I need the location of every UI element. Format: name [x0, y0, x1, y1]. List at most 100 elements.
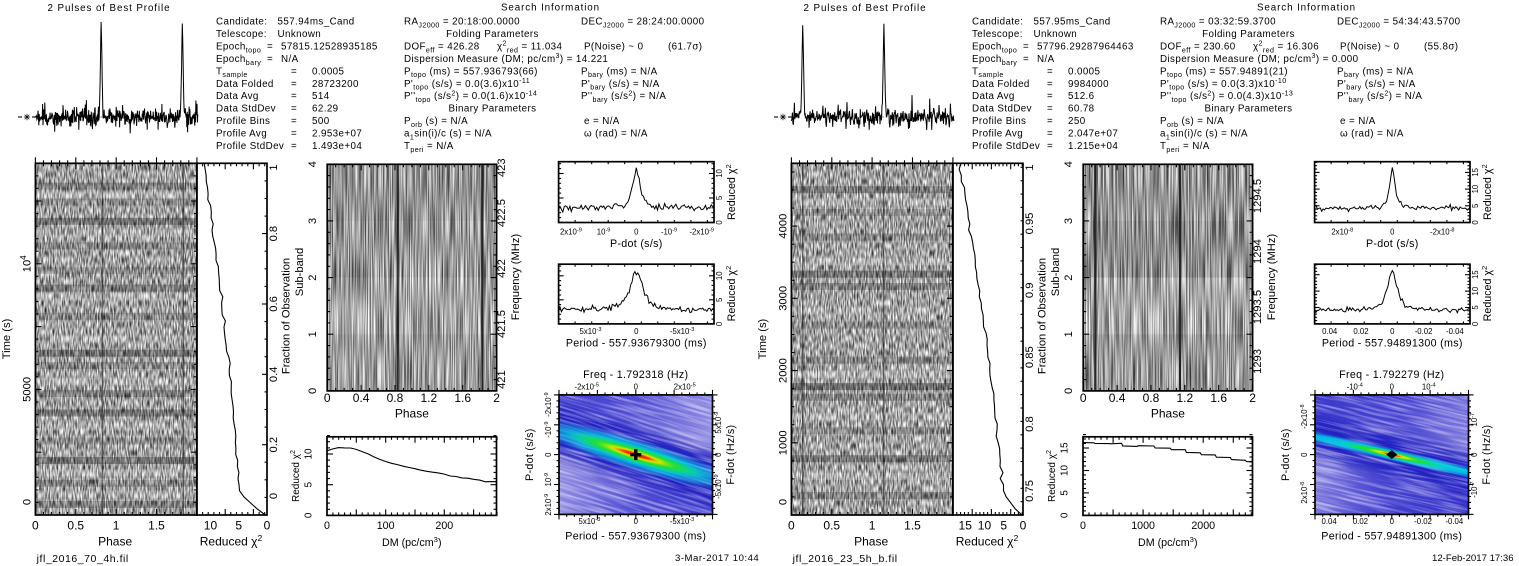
svg-text:104: 104 — [19, 255, 33, 272]
svg-text:P-dot (s/s): P-dot (s/s) — [524, 428, 536, 481]
svg-text:5x10-3: 5x10-3 — [578, 517, 600, 526]
svg-text:10: 10 — [978, 519, 992, 533]
svg-text:N/A: N/A — [1037, 54, 1055, 65]
svg-text:-2x10-9: -2x10-9 — [689, 228, 714, 237]
svg-text:Freq - 1.792318 (Hz): Freq - 1.792318 (Hz) — [583, 369, 688, 381]
svg-text:5: 5 — [304, 481, 315, 487]
svg-text:0: 0 — [1390, 228, 1395, 237]
svg-text:Frequency (MHz): Frequency (MHz) — [1266, 234, 1278, 321]
svg-text:0.04: 0.04 — [1322, 327, 1338, 336]
svg-text:=: = — [291, 91, 297, 102]
svg-text:Sub-band: Sub-band — [294, 248, 306, 297]
svg-text:2 Pulses of Best Profile: 2 Pulses of Best Profile — [804, 3, 927, 14]
svg-text:557.95ms_Cand: 557.95ms_Cand — [1034, 17, 1111, 28]
svg-text:0: 0 — [1080, 520, 1086, 532]
svg-text:0.8: 0.8 — [1024, 416, 1036, 432]
svg-text:57815.12528935185: 57815.12528935185 — [281, 41, 378, 52]
svg-text:0: 0 — [634, 383, 639, 392]
svg-text:2x10-5: 2x10-5 — [674, 383, 696, 392]
svg-text:0: 0 — [544, 452, 553, 457]
svg-text:0.8: 0.8 — [1143, 391, 1160, 405]
svg-text:Epochtopo: Epochtopo — [216, 41, 261, 54]
svg-text:Profile Avg: Profile Avg — [216, 129, 267, 140]
svg-text:0: 0 — [32, 519, 39, 533]
svg-text:557.94ms_Cand: 557.94ms_Cand — [278, 17, 355, 28]
svg-text:3-Mar-2017 10:44: 3-Mar-2017 10:44 — [675, 553, 759, 564]
svg-text:2x10-9: 2x10-9 — [560, 228, 582, 237]
svg-text:Period - 557.93679300 (ms): Period - 557.93679300 (ms) — [565, 531, 706, 543]
svg-text:1000: 1000 — [1131, 520, 1155, 532]
svg-text:1294.5: 1294.5 — [1252, 179, 1264, 213]
svg-text:0.4: 0.4 — [1109, 391, 1126, 405]
svg-text:10: 10 — [715, 271, 724, 280]
svg-text:Data Avg: Data Avg — [216, 91, 259, 102]
svg-text:Profile Bins: Profile Bins — [216, 116, 270, 127]
svg-text:Tperi = N/A: Tperi = N/A — [404, 141, 454, 154]
svg-text:0.2: 0.2 — [268, 437, 280, 453]
svg-text:5000: 5000 — [22, 377, 34, 402]
svg-text:15: 15 — [1471, 270, 1480, 279]
svg-text:Fraction of Observation: Fraction of Observation — [1037, 258, 1049, 374]
svg-text:0: 0 — [1390, 517, 1395, 526]
svg-text:Porb (s) = N/A: Porb (s) = N/A — [404, 116, 468, 129]
svg-text:Reduced χ2: Reduced χ2 — [1480, 266, 1494, 322]
svg-text:Phase: Phase — [1151, 407, 1185, 421]
svg-text:Reduced χ2: Reduced χ2 — [724, 164, 738, 220]
svg-text:Reduced χ2: Reduced χ2 — [1480, 164, 1494, 220]
svg-text:5: 5 — [235, 519, 242, 533]
svg-text:=: = — [1047, 141, 1053, 152]
svg-text:0.02: 0.02 — [1353, 327, 1368, 336]
svg-text:=: = — [1047, 66, 1053, 77]
svg-text:1.215e+04: 1.215e+04 — [1068, 141, 1118, 152]
svg-text:1.5: 1.5 — [148, 519, 165, 533]
svg-text:0: 0 — [1063, 388, 1075, 394]
svg-text:Binary Parameters: Binary Parameters — [1205, 104, 1293, 115]
svg-text:4: 4 — [1063, 161, 1075, 167]
svg-text:421: 421 — [496, 370, 508, 389]
svg-text:Data StdDev: Data StdDev — [972, 104, 1032, 115]
svg-text:DOFeff = 230.60: DOFeff = 230.60 — [1160, 41, 1236, 54]
svg-text:10: 10 — [1471, 184, 1480, 193]
svg-text:=: = — [1047, 91, 1053, 102]
svg-text:0: 0 — [778, 499, 790, 505]
svg-text:Reduced χ2: Reduced χ2 — [724, 266, 738, 322]
svg-text:0: 0 — [788, 519, 795, 533]
svg-text:P-dot (s/s): P-dot (s/s) — [610, 238, 663, 250]
svg-text:5x10-9: 5x10-9 — [714, 412, 723, 434]
svg-text:Search Information: Search Information — [1257, 3, 1356, 14]
svg-text:P''topo (s/s2) = 0.0(1.6)x10-1: P''topo (s/s2) = 0.0(1.6)x10-14 — [404, 90, 537, 105]
svg-text:Candidate:: Candidate: — [972, 17, 1023, 28]
svg-text:5x10-3: 5x10-3 — [580, 327, 602, 336]
svg-text:Profile StdDev: Profile StdDev — [972, 141, 1040, 152]
svg-text:=: = — [291, 141, 297, 152]
svg-text:Candidate:: Candidate: — [216, 17, 267, 28]
svg-text:2: 2 — [307, 274, 319, 280]
svg-text:Binary Parameters: Binary Parameters — [449, 104, 537, 115]
svg-text:10: 10 — [204, 519, 218, 533]
svg-text:10-4: 10-4 — [1422, 383, 1436, 392]
svg-text:0: 0 — [634, 327, 639, 336]
svg-text:DECJ2000 = 54:34:43.5700: DECJ2000 = 54:34:43.5700 — [1337, 17, 1461, 30]
svg-text:DM (pc/cm3): DM (pc/cm3) — [1138, 535, 1198, 549]
svg-text:0.75: 0.75 — [1024, 480, 1036, 502]
svg-text:-2x10-8: -2x10-8 — [1430, 228, 1455, 237]
svg-text:1294: 1294 — [1252, 239, 1264, 264]
svg-text:0: 0 — [1080, 391, 1087, 405]
svg-text:10: 10 — [715, 168, 724, 177]
svg-text:χ2red = 16.306: χ2red = 16.306 — [1253, 40, 1319, 55]
svg-text:=: = — [1023, 54, 1029, 65]
svg-text:421.5: 421.5 — [496, 310, 508, 338]
svg-text:5: 5 — [1471, 203, 1480, 208]
svg-text:=: = — [1047, 116, 1053, 127]
svg-text:-10-7: -10-7 — [1470, 482, 1479, 498]
svg-text:Phase: Phase — [98, 535, 132, 549]
svg-text:28723200: 28723200 — [312, 79, 359, 90]
svg-text:=: = — [267, 41, 273, 52]
svg-text:5: 5 — [1471, 305, 1480, 310]
svg-text:0: 0 — [715, 321, 724, 326]
svg-text:0: 0 — [715, 220, 724, 225]
svg-text:1: 1 — [1024, 164, 1036, 170]
svg-text:-5x10-3: -5x10-3 — [670, 327, 695, 336]
svg-text:514: 514 — [312, 91, 330, 102]
svg-text:0.4: 0.4 — [353, 391, 370, 405]
